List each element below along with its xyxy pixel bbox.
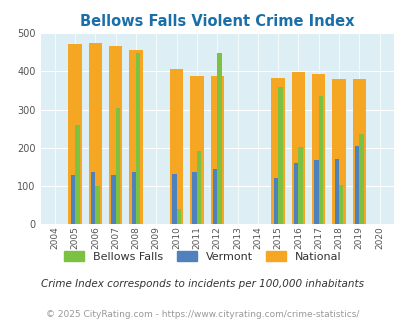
- Bar: [91, 172, 95, 224]
- Bar: [190, 76, 203, 224]
- Bar: [298, 147, 302, 224]
- Bar: [129, 50, 143, 224]
- Bar: [334, 158, 338, 224]
- Bar: [176, 209, 181, 224]
- Bar: [172, 174, 176, 224]
- Bar: [318, 96, 322, 224]
- Bar: [170, 69, 183, 224]
- Bar: [358, 134, 363, 224]
- Bar: [338, 185, 343, 224]
- Bar: [313, 160, 318, 224]
- Bar: [332, 79, 345, 224]
- Bar: [131, 172, 136, 224]
- Bar: [354, 146, 358, 224]
- Bar: [109, 46, 122, 224]
- Bar: [273, 178, 277, 224]
- Bar: [212, 169, 217, 224]
- Bar: [95, 186, 100, 224]
- Bar: [217, 53, 221, 224]
- Bar: [68, 45, 81, 224]
- Bar: [70, 176, 75, 224]
- Title: Bellows Falls Violent Crime Index: Bellows Falls Violent Crime Index: [80, 14, 354, 29]
- Bar: [352, 79, 365, 224]
- Bar: [210, 76, 224, 224]
- Bar: [293, 163, 298, 224]
- Bar: [88, 43, 102, 224]
- Bar: [115, 108, 120, 224]
- Bar: [196, 150, 201, 224]
- Bar: [75, 125, 79, 224]
- Bar: [271, 78, 284, 224]
- Text: Crime Index corresponds to incidents per 100,000 inhabitants: Crime Index corresponds to incidents per…: [41, 279, 364, 289]
- Text: © 2025 CityRating.com - https://www.cityrating.com/crime-statistics/: © 2025 CityRating.com - https://www.city…: [46, 310, 359, 319]
- Bar: [136, 53, 140, 224]
- Bar: [277, 86, 282, 224]
- Bar: [311, 74, 325, 224]
- Bar: [192, 172, 196, 224]
- Legend: Bellows Falls, Vermont, National: Bellows Falls, Vermont, National: [60, 247, 345, 266]
- Bar: [111, 176, 115, 224]
- Bar: [291, 72, 305, 224]
